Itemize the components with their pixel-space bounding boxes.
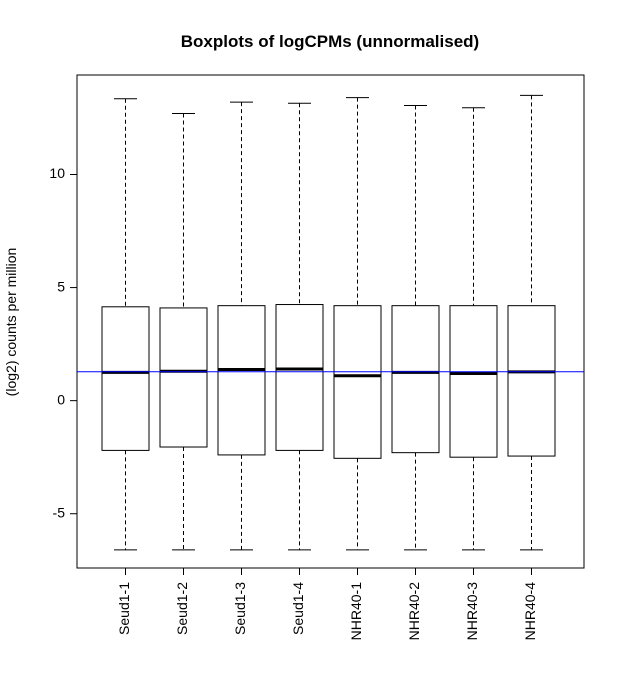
x-tick-label: Seud1-2 (174, 582, 190, 635)
iqr-box (159, 307, 208, 448)
box-Seud1-2 (159, 112, 208, 551)
iqr-box (507, 305, 556, 457)
x-tick-label: Seud1-3 (232, 582, 248, 635)
box-NHR40-4 (507, 94, 556, 551)
y-axis-label: (log2) counts per million (3, 248, 19, 397)
iqr-box (275, 304, 324, 451)
box-series (101, 94, 556, 551)
iqr-box (449, 305, 498, 458)
iqr-box (217, 305, 266, 456)
y-tick-label: -5 (53, 504, 66, 520)
box-Seud1-1 (101, 98, 150, 551)
iqr-box (101, 306, 150, 451)
x-tick-label: Seud1-1 (116, 582, 132, 635)
x-tick-label: NHR40-1 (348, 582, 364, 641)
x-axis: Seud1-1 Seud1-2 Seud1-3 Seud1-4 NHR40-1 NHR40… (116, 567, 538, 641)
x-tick-label: NHR40-4 (522, 582, 538, 641)
box-Seud1-3 (217, 101, 266, 551)
x-tick-label: NHR40-3 (464, 582, 480, 641)
box-NHR40-2 (391, 105, 440, 551)
x-tick-label: NHR40-2 (406, 582, 422, 641)
y-axis: -5 0 5 10 (49, 165, 78, 520)
box-NHR40-1 (333, 97, 382, 551)
chart-title: Boxplots of logCPMs (unnormalised) (181, 32, 479, 51)
x-tick-label: Seud1-4 (290, 582, 306, 635)
box-Seud1-4 (275, 102, 324, 551)
y-tick-label: 5 (57, 278, 65, 294)
iqr-box (333, 305, 382, 459)
iqr-box (391, 305, 440, 454)
box-NHR40-3 (449, 107, 498, 551)
y-tick-label: 10 (49, 165, 65, 181)
y-tick-label: 0 (57, 391, 65, 407)
